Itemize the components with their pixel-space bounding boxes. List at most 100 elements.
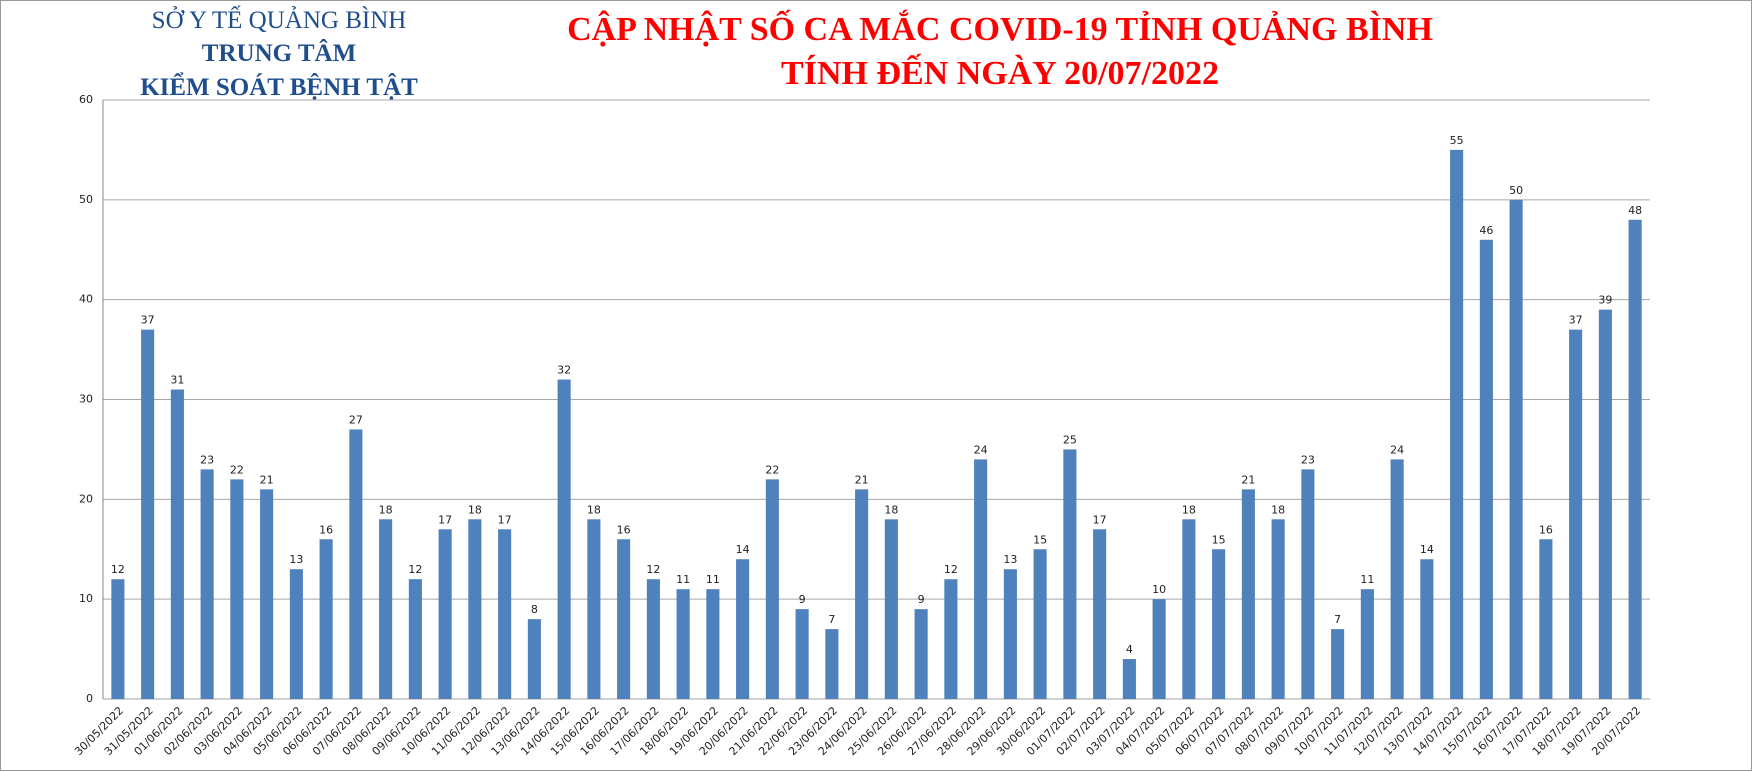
bar [1182,519,1196,699]
value-label: 55 [1450,134,1464,147]
bar [557,379,571,699]
bar [1509,199,1523,700]
bar [736,559,750,699]
bar [289,569,303,699]
value-label: 11 [676,573,690,586]
bar [260,489,274,699]
bar [1152,599,1166,699]
value-label: 8 [531,603,538,616]
value-label: 17 [438,513,452,526]
bar [884,519,898,699]
bar [1003,569,1017,699]
bar [676,589,690,699]
bar [617,539,631,699]
bar [1628,219,1642,700]
value-label: 13 [1003,553,1017,566]
value-label: 18 [587,503,601,516]
bar [1271,519,1285,699]
bar [1390,459,1404,699]
y-tick-label: 30 [79,393,93,406]
value-label: 14 [736,543,750,556]
value-label: 23 [200,453,214,466]
org-line: TRUNG TÂM [202,39,356,67]
bar [765,479,779,699]
value-label: 25 [1063,433,1077,446]
value-label: 24 [974,443,988,456]
value-label: 18 [468,503,482,516]
value-label: 18 [1271,503,1285,516]
value-label: 23 [1301,453,1315,466]
bar [646,579,660,699]
bar [1360,589,1374,699]
value-label: 12 [111,563,125,576]
bar [408,579,422,699]
value-label: 32 [557,364,571,377]
bar [825,629,839,699]
value-label: 48 [1628,204,1642,217]
bar [1569,329,1583,699]
value-label: 12 [944,563,958,576]
bar [1301,469,1315,699]
value-label: 12 [408,563,422,576]
value-label: 27 [349,413,363,426]
value-label: 18 [1182,503,1196,516]
value-label: 7 [1334,613,1341,626]
bar [200,469,214,699]
bar [230,479,244,699]
value-label: 37 [141,314,155,327]
value-label: 11 [706,573,720,586]
value-label: 4 [1126,643,1133,656]
value-label: 16 [1539,523,1553,536]
bar [914,609,928,699]
y-tick-label: 40 [79,293,93,306]
value-label: 15 [1212,533,1226,546]
bar [111,579,125,699]
y-tick-label: 60 [79,93,93,106]
value-label: 39 [1598,294,1612,307]
bar [1033,549,1047,699]
y-tick-label: 20 [79,492,93,505]
value-label: 22 [765,463,779,476]
bar [527,619,541,699]
value-label: 18 [379,503,393,516]
value-label: 16 [319,523,333,536]
bar [319,539,333,699]
value-label: 15 [1033,533,1047,546]
bar [170,389,184,699]
bar [706,589,720,699]
value-label: 21 [260,473,274,486]
bar [379,519,393,699]
value-label: 17 [498,513,512,526]
bar [1539,539,1553,699]
chart-title: TÍNH ĐẾN NGÀY 20/07/2022 [781,53,1219,92]
bar [795,609,809,699]
bar [1093,529,1107,699]
bar [1420,559,1434,699]
bar [1450,149,1464,699]
value-label: 7 [828,613,835,626]
org-line: SỞ Y TẾ QUẢNG BÌNH [152,5,407,34]
value-label: 21 [1241,473,1255,486]
value-label: 13 [289,553,303,566]
bar [1212,549,1226,699]
bar [1241,489,1255,699]
value-label: 22 [230,463,244,476]
bar [141,329,155,699]
bar [974,459,988,699]
bar [944,579,958,699]
bar [1479,239,1493,699]
bar [1331,629,1345,699]
value-label: 31 [170,374,184,387]
bar [1122,659,1136,699]
bar [587,519,601,699]
chart-title: CẬP NHẬT SỐ CA MẮC COVID-19 TỈNH QUẢNG B… [567,9,1433,48]
value-label: 50 [1509,184,1523,197]
bar [1063,449,1077,699]
y-tick-label: 50 [79,193,93,206]
bar [349,429,363,699]
bar [438,529,452,699]
value-label: 24 [1390,443,1404,456]
y-tick-label: 0 [86,692,93,705]
y-tick-label: 10 [79,592,93,605]
